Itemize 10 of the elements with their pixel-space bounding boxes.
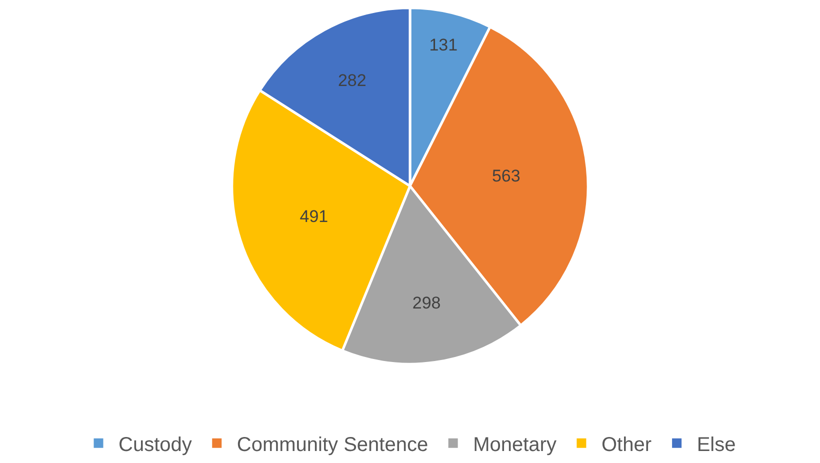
data-label: 131	[429, 36, 458, 55]
legend-label: Community Sentence	[236, 434, 428, 456]
legend-label: Monetary	[473, 434, 556, 456]
legend-label: Other	[601, 434, 652, 456]
legend-label: Else	[696, 434, 736, 456]
data-label: 491	[300, 206, 328, 226]
data-label: 563	[492, 166, 520, 186]
legend-label: Custody	[118, 434, 192, 456]
data-label: 282	[338, 71, 366, 90]
data-label: 298	[412, 294, 441, 313]
